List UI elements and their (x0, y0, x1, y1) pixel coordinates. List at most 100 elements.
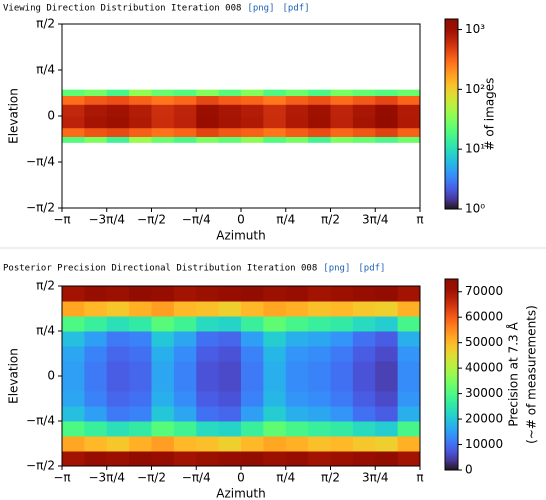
heatmap-cell (241, 136, 264, 143)
heatmap-cell (352, 286, 376, 302)
heatmap-cell (173, 361, 197, 377)
heatmap-cell (173, 95, 197, 105)
heatmap-cell (84, 301, 108, 317)
heatmap-cell (330, 391, 354, 407)
heatmap-cell (397, 104, 421, 117)
colorbar-tick-label: 50000 (465, 335, 503, 349)
heatmap-cell (241, 421, 264, 437)
heatmap-cell (375, 286, 399, 302)
heatmap-cell (285, 127, 309, 137)
heatmap-cell (330, 127, 354, 137)
y-axis-label: Elevation (7, 88, 21, 144)
heatmap-cell (129, 116, 152, 129)
heatmap-cell (84, 361, 108, 377)
heatmap-cell (218, 95, 242, 105)
heatmap-cell (330, 104, 354, 117)
heatmap-cell (129, 89, 152, 97)
heatmap-cell (308, 95, 331, 105)
colorbar-tick-label: 10000 (465, 437, 503, 451)
heatmap-cell (285, 104, 309, 117)
heatmap-cell (263, 89, 287, 97)
heatmap-cell (129, 316, 152, 332)
heatmap-cell (84, 436, 108, 452)
heatmap-cell (241, 376, 264, 392)
y-tick-label: −π/4 (26, 155, 55, 169)
heatmap-cell (397, 95, 421, 105)
heatmap-cell (263, 136, 287, 143)
heatmap-cell (285, 286, 309, 302)
heatmap-cell (241, 406, 264, 422)
heatmap-cell (196, 136, 220, 143)
colorbar-label: Precision at 7.3 Å (506, 322, 521, 427)
heatmap-cell (196, 376, 220, 392)
heatmap-cell (375, 436, 399, 452)
y-tick-label: −π/2 (26, 201, 55, 215)
heatmap-cell (218, 301, 242, 317)
heatmap-cell (263, 286, 287, 302)
colorbar-tick-label: 40000 (465, 361, 503, 375)
heatmap-cell (241, 361, 264, 377)
heatmap-cell (375, 376, 399, 392)
colorbar (444, 278, 459, 471)
heatmap-cell (263, 391, 287, 407)
heatmap-cell (241, 451, 264, 467)
heatmap-cell (330, 89, 354, 97)
x-tick-label: −π (53, 213, 70, 227)
heatmap-cell (196, 361, 220, 377)
heatmap-cell (129, 361, 152, 377)
heatmap-cell (263, 376, 287, 392)
section-title: Posterior Precision Directional Distribu… (3, 264, 317, 274)
heatmap-cell (241, 316, 264, 332)
heatmap-cell (285, 436, 309, 452)
heatmap-cell (218, 406, 242, 422)
download-link[interactable]: [pdf] (358, 264, 385, 274)
heatmap-cell (352, 95, 376, 105)
heatmap-cell (173, 286, 197, 302)
heatmap-cell (84, 136, 108, 143)
heatmap-cell (285, 95, 309, 105)
heatmap-cell (375, 127, 399, 137)
heatmap-cell (218, 316, 242, 332)
heatmap-cell (241, 331, 264, 347)
heatmap-cell (106, 95, 130, 105)
heatmap-cell (241, 89, 264, 97)
heatmap-cell (285, 316, 309, 332)
heatmap-cell (173, 316, 197, 332)
heatmap-cell (375, 331, 399, 347)
heatmap-cell (218, 346, 242, 362)
y-tick-label: π/2 (36, 279, 55, 293)
heatmap-cell (308, 136, 331, 143)
heatmap-cell (330, 95, 354, 105)
x-axis-label: Azimuth (216, 229, 265, 243)
heatmap-cell (285, 406, 309, 422)
heatmap-cell (352, 104, 376, 117)
heatmap-cell (308, 361, 331, 377)
heatmap-cell (263, 95, 287, 105)
heatmap-cell (352, 116, 376, 129)
heatmap-cell (106, 89, 130, 97)
heatmap-cell (62, 136, 85, 143)
heatmap-cell (308, 391, 331, 407)
heatmap-cell (263, 421, 287, 437)
download-link[interactable]: [pdf] (283, 4, 310, 14)
heatmap-cell (397, 116, 421, 129)
heatmap-cell (173, 89, 197, 97)
heatmap-cell (84, 127, 108, 137)
heatmap-cell (263, 104, 287, 117)
y-tick-label: 0 (47, 369, 55, 383)
heatmap-cell (129, 451, 152, 467)
heatmap-cell (196, 391, 220, 407)
heatmap-cell (196, 95, 220, 105)
heatmap-cell (263, 436, 287, 452)
heatmap-cell (330, 136, 354, 143)
download-link[interactable]: [png] (247, 4, 274, 14)
heatmap-cell (308, 451, 331, 467)
heatmap-cell (397, 331, 421, 347)
x-tick-label: −3π/4 (88, 213, 125, 227)
x-tick-label: −π (53, 471, 70, 485)
heatmap-cell (218, 104, 242, 117)
heatmap-cell (196, 286, 220, 302)
download-link[interactable]: [png] (323, 264, 350, 274)
heatmap-cell (352, 421, 376, 437)
